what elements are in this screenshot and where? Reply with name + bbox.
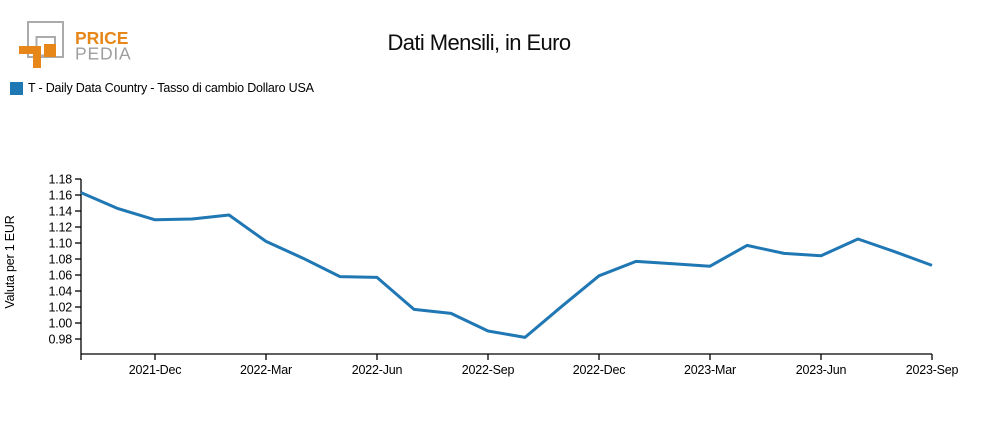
legend-label: T - Daily Data Country - Tasso di cambio… — [28, 81, 314, 95]
y-tick-label: 0.98 — [48, 332, 72, 346]
x-tick-label: 2023-Jun — [796, 363, 847, 377]
y-tick-label: 1.02 — [48, 300, 72, 314]
y-tick-label: 1.14 — [48, 204, 72, 218]
y-tick-label: 1.06 — [48, 268, 72, 282]
y-tick-label: 1.04 — [48, 284, 72, 298]
logo-word-price: PRICE — [75, 28, 128, 48]
x-tick-label: 2022-Jun — [352, 363, 403, 377]
chart-title: Dati Mensili, in Euro — [387, 30, 571, 55]
logo-arrow-bracket — [19, 46, 41, 68]
x-tick-label: 2022-Sep — [462, 363, 515, 377]
y-tick-label: 1.12 — [48, 220, 72, 234]
y-tick-label: 1.10 — [48, 236, 72, 250]
logo-word-pedia: PEDIA — [75, 44, 132, 64]
legend-swatch — [10, 81, 23, 95]
legend: T - Daily Data Country - Tasso di cambio… — [10, 81, 314, 95]
x-tick-label: 2022-Mar — [240, 363, 292, 377]
y-tick-label: 1.18 — [48, 172, 72, 186]
exchange-rate-series-line — [80, 191, 933, 339]
x-tick-label: 2023-Sep — [906, 363, 959, 377]
y-tick-label: 1.00 — [48, 316, 72, 330]
x-tick-label: 2022-Dec — [573, 363, 626, 377]
y-tick-label: 1.16 — [48, 188, 72, 202]
pricepedia-logo: PRICE PEDIA — [19, 21, 132, 68]
y-axis-title: Valuta per 1 EUR — [3, 215, 17, 308]
logo-arrow-square — [44, 44, 56, 57]
y-tick-label: 1.08 — [48, 252, 72, 266]
x-tick-label: 2021-Dec — [129, 363, 182, 377]
x-tick-label: 2023-Mar — [684, 363, 736, 377]
